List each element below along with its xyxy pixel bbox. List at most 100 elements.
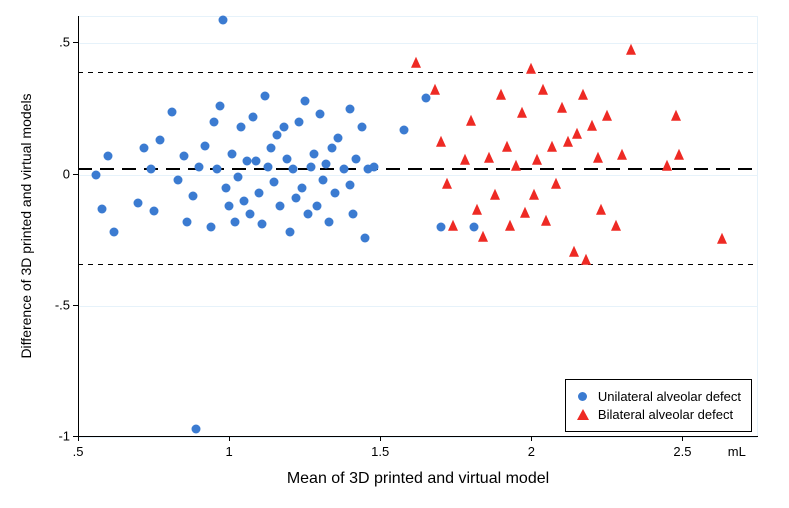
data-point-circle bbox=[231, 217, 240, 226]
data-point-triangle bbox=[541, 214, 551, 225]
data-point-circle bbox=[258, 220, 267, 229]
circle-icon bbox=[576, 390, 590, 404]
data-point-circle bbox=[252, 157, 261, 166]
data-point-circle bbox=[421, 94, 430, 103]
y-gridline bbox=[78, 43, 757, 44]
data-point-circle bbox=[182, 217, 191, 226]
x-tick-label: 1.5 bbox=[371, 444, 389, 459]
x-tick bbox=[229, 436, 230, 441]
data-point-triangle bbox=[557, 102, 567, 113]
data-point-circle bbox=[210, 118, 219, 127]
data-point-circle bbox=[294, 118, 303, 127]
data-point-circle bbox=[249, 112, 258, 121]
legend-item: Unilateral alveolar defect bbox=[576, 389, 741, 404]
data-point-triangle bbox=[602, 109, 612, 120]
data-point-circle bbox=[276, 202, 285, 211]
data-point-triangle bbox=[430, 83, 440, 94]
data-point-circle bbox=[330, 188, 339, 197]
data-point-triangle bbox=[596, 204, 606, 215]
data-point-circle bbox=[194, 162, 203, 171]
data-point-triangle bbox=[538, 83, 548, 94]
data-point-circle bbox=[270, 178, 279, 187]
data-point-circle bbox=[219, 15, 228, 24]
data-point-circle bbox=[155, 136, 164, 145]
data-point-triangle bbox=[671, 109, 681, 120]
data-point-triangle bbox=[466, 115, 476, 126]
data-point-triangle bbox=[478, 230, 488, 241]
y-tick-label: -1 bbox=[58, 429, 70, 444]
data-point-circle bbox=[134, 199, 143, 208]
data-point-triangle bbox=[411, 57, 421, 68]
data-point-circle bbox=[234, 173, 243, 182]
bland-altman-scatter: .511.522.5mL-1-.50.5Mean of 3D printed a… bbox=[0, 0, 789, 508]
data-point-triangle bbox=[593, 151, 603, 162]
data-point-triangle bbox=[436, 136, 446, 147]
data-point-circle bbox=[318, 175, 327, 184]
y-gridline bbox=[78, 306, 757, 307]
data-point-circle bbox=[146, 165, 155, 174]
data-point-circle bbox=[303, 209, 312, 218]
data-point-circle bbox=[324, 217, 333, 226]
data-point-circle bbox=[346, 104, 355, 113]
data-point-triangle bbox=[520, 207, 530, 218]
data-point-circle bbox=[349, 209, 358, 218]
data-point-circle bbox=[279, 123, 288, 132]
data-point-circle bbox=[333, 133, 342, 142]
data-point-circle bbox=[104, 152, 113, 161]
data-point-circle bbox=[188, 191, 197, 200]
triangle-icon bbox=[576, 408, 590, 422]
data-point-circle bbox=[216, 102, 225, 111]
data-point-circle bbox=[243, 157, 252, 166]
data-point-circle bbox=[370, 162, 379, 171]
x-tick bbox=[531, 436, 532, 441]
data-point-triangle bbox=[717, 233, 727, 244]
data-point-circle bbox=[206, 223, 215, 232]
y-axis-line bbox=[78, 16, 79, 436]
reference-line bbox=[78, 168, 757, 170]
plot-area bbox=[78, 16, 758, 436]
x-tick-label: 1 bbox=[225, 444, 232, 459]
data-point-triangle bbox=[532, 154, 542, 165]
data-point-circle bbox=[149, 207, 158, 216]
y-tick bbox=[73, 436, 78, 437]
data-point-circle bbox=[191, 425, 200, 434]
x-axis-line bbox=[78, 436, 758, 437]
data-point-circle bbox=[264, 162, 273, 171]
data-point-circle bbox=[237, 123, 246, 132]
data-point-circle bbox=[255, 188, 264, 197]
data-point-circle bbox=[327, 144, 336, 153]
data-point-circle bbox=[361, 233, 370, 242]
data-point-circle bbox=[346, 181, 355, 190]
data-point-circle bbox=[291, 194, 300, 203]
data-point-triangle bbox=[502, 141, 512, 152]
x-tick-label: .5 bbox=[73, 444, 84, 459]
y-tick bbox=[73, 174, 78, 175]
x-tick bbox=[682, 436, 683, 441]
x-unit-label: mL bbox=[728, 444, 746, 459]
data-point-circle bbox=[213, 165, 222, 174]
x-axis-title: Mean of 3D printed and virtual model bbox=[287, 470, 549, 488]
data-point-circle bbox=[179, 152, 188, 161]
data-point-circle bbox=[436, 223, 445, 232]
data-point-circle bbox=[246, 209, 255, 218]
data-point-triangle bbox=[484, 151, 494, 162]
data-point-triangle bbox=[569, 246, 579, 257]
x-tick-label: 2 bbox=[528, 444, 535, 459]
data-point-circle bbox=[92, 170, 101, 179]
y-tick-label: .5 bbox=[59, 35, 70, 50]
data-point-triangle bbox=[662, 159, 672, 170]
data-point-circle bbox=[339, 165, 348, 174]
data-point-triangle bbox=[551, 178, 561, 189]
y-gridline bbox=[78, 437, 757, 438]
data-point-circle bbox=[261, 91, 270, 100]
data-point-triangle bbox=[517, 107, 527, 118]
legend-label: Unilateral alveolar defect bbox=[598, 389, 741, 404]
data-point-triangle bbox=[581, 254, 591, 265]
data-point-triangle bbox=[547, 141, 557, 152]
y-tick bbox=[73, 305, 78, 306]
data-point-circle bbox=[358, 123, 367, 132]
data-point-circle bbox=[352, 154, 361, 163]
data-point-triangle bbox=[529, 188, 539, 199]
data-point-circle bbox=[297, 183, 306, 192]
data-point-circle bbox=[173, 175, 182, 184]
